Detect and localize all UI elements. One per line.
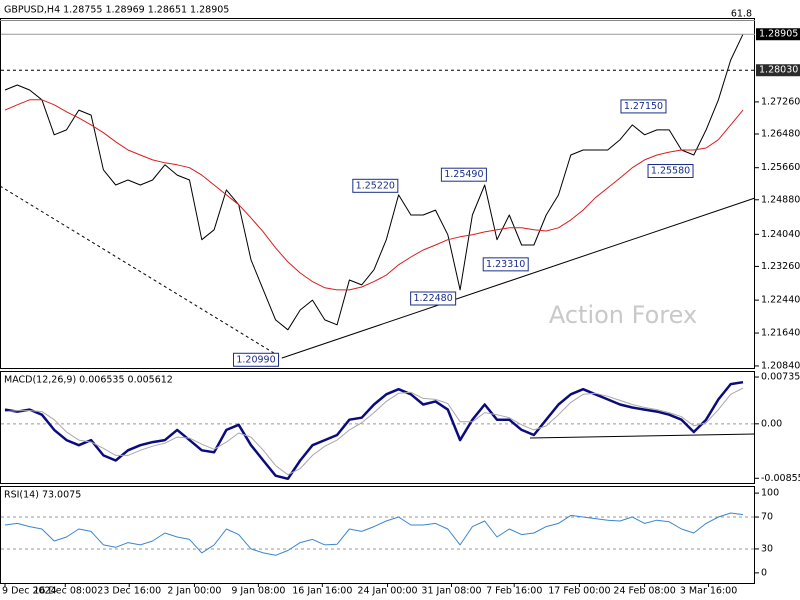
price-panel-frame <box>0 18 755 369</box>
x-tick-label: 9 Jan 08:00 <box>231 586 285 597</box>
price-marker-label: 1.28905 <box>759 29 798 40</box>
y-tick-label: 1.25660 <box>761 162 800 173</box>
y-tick-label: 1.26480 <box>761 128 800 139</box>
x-tick-label: 17 Feb 00:00 <box>548 586 610 597</box>
series-line <box>4 512 744 556</box>
annotation-box <box>410 291 457 306</box>
annotation-label: 1.25580 <box>651 165 690 176</box>
x-tick-label: 24 Feb 08:00 <box>613 586 675 597</box>
series-line <box>4 33 744 331</box>
trend-line-support <box>281 197 756 359</box>
x-tick-label: 2 Jan 00:00 <box>167 586 221 597</box>
trend-line-dashed <box>0 185 283 359</box>
annotation-box <box>352 178 399 193</box>
annotation-label: 1.20990 <box>236 354 275 365</box>
price-marker-box <box>756 28 800 41</box>
macd-trend-line <box>529 433 756 439</box>
x-tick-label: 31 Jan 08:00 <box>421 586 481 597</box>
series-line <box>4 380 744 481</box>
y-tick-label: 0.007354 <box>761 372 800 383</box>
y-tick-label: 70 <box>761 512 773 523</box>
y-tick-label: 30 <box>761 543 773 554</box>
macd-header: MACD(12,26,9) 0.006535 0.005612 <box>4 375 173 386</box>
price-marker-box <box>756 64 800 77</box>
annotation-box <box>647 163 694 178</box>
x-tick-label: 3 Mar 16:00 <box>680 586 737 597</box>
x-tick-label: 24 Jan 00:00 <box>357 586 417 597</box>
x-tick-label: 16 Dec 08:00 <box>33 586 97 597</box>
macd-panel-frame <box>0 371 755 484</box>
x-tick-label: 9 Dec 2024 <box>2 586 57 597</box>
x-tick-label: 23 Dec 16:00 <box>97 586 161 597</box>
annotation-box <box>620 99 667 114</box>
y-tick-label: 0.00 <box>761 418 782 429</box>
y-tick-label: -0.008558 <box>761 473 800 484</box>
price-marker-label: 1.28030 <box>759 65 798 76</box>
annotation-box <box>233 352 280 367</box>
annotation-box <box>482 257 529 272</box>
x-tick-label: 7 Feb 16:00 <box>486 586 542 597</box>
annotation-label: 1.22480 <box>413 293 452 304</box>
series-line <box>4 387 744 476</box>
annotation-label: 1.25490 <box>444 169 483 180</box>
rsi-panel-frame <box>0 486 755 584</box>
y-tick-label: 0 <box>761 567 767 578</box>
y-tick-label: 1.24880 <box>761 194 800 205</box>
price-header: GBPUSD,H4 1.28755 1.28969 1.28651 1.2890… <box>4 5 229 16</box>
y-tick-label: 1.20840 <box>761 360 800 371</box>
y-tick-label: 1.23260 <box>761 261 800 272</box>
annotation-box <box>440 167 487 182</box>
y-tick-label: 1.27260 <box>761 96 800 107</box>
annotation-label: 1.23310 <box>486 259 525 270</box>
fib-label: 61.8 <box>731 9 752 20</box>
y-tick-label: 100 <box>761 488 779 499</box>
series-line <box>4 99 744 291</box>
y-tick-label: 1.24040 <box>761 229 800 240</box>
y-tick-label: 1.21640 <box>761 328 800 339</box>
y-tick-label: 1.22440 <box>761 295 800 306</box>
rsi-header: RSI(14) 73.0075 <box>4 490 81 501</box>
watermark: Action Forex <box>549 301 697 329</box>
annotation-label: 1.27150 <box>624 101 663 112</box>
x-tick-label: 16 Jan 16:00 <box>292 586 352 597</box>
annotation-label: 1.25220 <box>356 180 395 191</box>
